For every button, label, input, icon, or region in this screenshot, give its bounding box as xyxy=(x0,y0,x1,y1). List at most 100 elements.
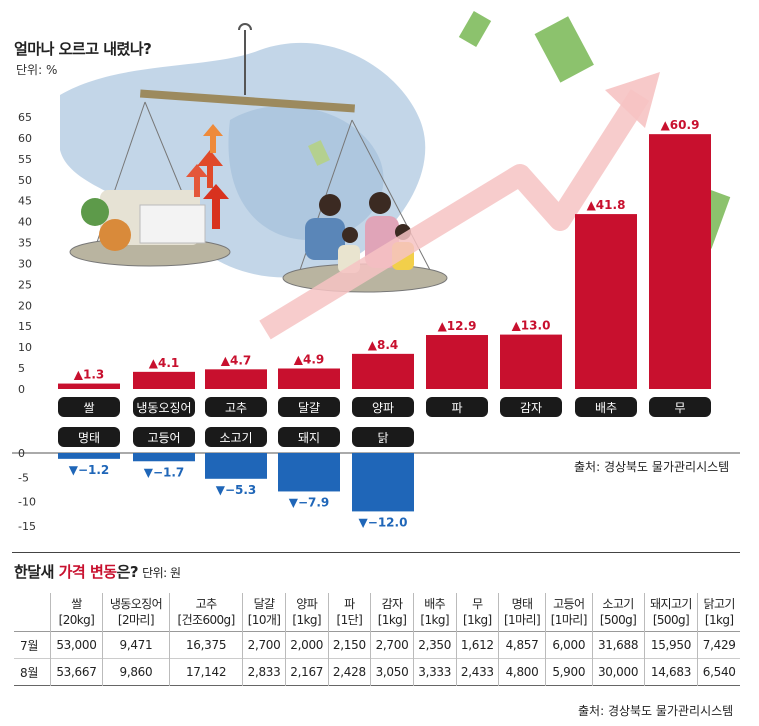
chart-unit: 단위: % xyxy=(16,63,58,77)
rise-data-label: ▲8.4 xyxy=(368,338,399,352)
chart-source: 출처: 경상북도 물가관리시스템 xyxy=(574,460,730,474)
table-cell: 2,833 xyxy=(242,658,286,686)
chart-title: 얼마나 오르고 내렸나? xyxy=(14,40,152,58)
rise-bar xyxy=(500,334,562,389)
table-cell: 9,471 xyxy=(101,631,170,659)
rise-data-label: ▲4.1 xyxy=(149,356,180,370)
table-cell: 1,612 xyxy=(455,631,499,659)
rise-data-label: ▲60.9 xyxy=(661,118,700,132)
table-column-header: 쌀 [20kg] xyxy=(50,593,103,632)
rise-y-tick-label: 30 xyxy=(18,257,32,270)
table-cell: 9,860 xyxy=(101,658,170,686)
table-cell: 31,688 xyxy=(591,631,645,659)
rise-category-label: 고추 xyxy=(225,401,247,415)
table-column-header: 달걀 [10개] xyxy=(242,593,286,632)
rise-y-tick-label: 55 xyxy=(18,153,32,166)
rise-y-tick-label: 65 xyxy=(18,111,32,124)
table-column-header: 명태 [1마리] xyxy=(498,593,546,632)
rise-category-box xyxy=(278,397,340,417)
table-source: 출처: 경상북도 물가관리시스템 xyxy=(578,704,734,718)
rise-y-tick-label: 40 xyxy=(18,216,32,229)
rise-data-label: ▲4.9 xyxy=(294,352,325,366)
column-unit: [2마리] xyxy=(117,613,155,627)
rise-category-box xyxy=(205,397,267,417)
column-unit: [1마리] xyxy=(503,613,541,627)
column-name: 무 xyxy=(472,597,483,611)
fall-y-tick-label: -5 xyxy=(18,471,29,484)
fall-category-label: 소고기 xyxy=(219,431,252,445)
row-label: 8월 xyxy=(20,665,39,680)
rise-bar xyxy=(426,335,488,389)
price-table: 쌀 [20kg] 냉동오징어 [2마리] 고추 [건조600g] 달걀 [10개] 양파 [1kg… xyxy=(14,593,740,686)
price-change-chart: 0 5 10 15 20 25 30 35 40 45 50 55 60 65 ▲1.3 ▲4.1 ▲4.7 ▲… xyxy=(12,11,740,533)
fall-category-label: 고등어 xyxy=(147,431,180,445)
fall-data-label: ▼−5.3 xyxy=(216,483,257,497)
rise-category-label: 파 xyxy=(451,401,462,415)
column-name: 감자 xyxy=(381,597,403,611)
table-title: 한달새 가격 변동은? 단위: 원 xyxy=(14,563,181,581)
rise-y-tick-label: 5 xyxy=(18,362,25,375)
fall-category-label: 돼지 xyxy=(298,431,320,445)
fall-y-tick-label: 0 xyxy=(18,447,25,460)
fall-data-label: ▼−1.2 xyxy=(69,463,110,477)
table-cell: 14,683 xyxy=(643,658,698,686)
rise-bar xyxy=(278,368,340,389)
fall-category-label: 명태 xyxy=(78,431,100,445)
rise-y-tick-label: 15 xyxy=(18,320,32,333)
rise-y-tick-label: 35 xyxy=(18,237,32,250)
rise-category-box xyxy=(352,397,414,417)
column-unit: [500g] xyxy=(599,613,637,627)
rise-y-tick-label: 50 xyxy=(18,174,32,187)
fall-bar xyxy=(278,453,340,492)
fall-category-box xyxy=(58,427,120,447)
table-cell: 53,667 xyxy=(50,658,103,686)
fall-data-label: ▼−7.9 xyxy=(289,495,330,509)
column-unit: [1kg] xyxy=(377,613,407,627)
column-name: 명태 xyxy=(511,597,533,611)
table-cell: 2,428 xyxy=(327,658,371,686)
column-name: 냉동오징어 xyxy=(109,597,163,611)
fall-category-box xyxy=(205,427,267,447)
table-corner xyxy=(14,593,51,632)
table-cell: 17,142 xyxy=(168,658,243,686)
table-cell: 4,857 xyxy=(498,631,546,659)
rise-category-label: 양파 xyxy=(372,401,394,415)
rise-category-box xyxy=(575,397,637,417)
fall-category-box xyxy=(133,427,195,447)
rise-category-label: 달걀 xyxy=(298,401,320,415)
rise-y-tick-label: 10 xyxy=(18,341,32,354)
column-name: 파 xyxy=(344,597,355,611)
column-name: 돼지고기 xyxy=(650,597,692,611)
table-column-header: 돼지고기 [500g] xyxy=(643,593,698,632)
rise-data-label: ▲13.0 xyxy=(512,319,551,333)
rise-y-tick-label: 25 xyxy=(18,278,32,291)
fall-bar xyxy=(133,453,195,462)
table-column-header: 고등어 [1마리] xyxy=(544,593,593,632)
fall-bar xyxy=(58,453,120,459)
table-cell: 2,350 xyxy=(412,631,456,659)
column-unit: [10개] xyxy=(247,613,281,627)
table-cell: 7,429 xyxy=(697,631,740,659)
table-cell: 16,375 xyxy=(168,631,243,659)
fall-data-label: ▼−1.7 xyxy=(144,465,185,479)
rise-y-tick-label: 60 xyxy=(18,132,32,145)
rise-category-box xyxy=(133,397,195,417)
table-cell: 2,700 xyxy=(370,631,414,659)
table-cell: 15,950 xyxy=(643,631,698,659)
fall-y-tick-label: -15 xyxy=(18,520,36,533)
rise-category-box xyxy=(500,397,562,417)
fall-data-label: ▼−12.0 xyxy=(359,515,408,529)
rise-bar xyxy=(58,383,120,389)
rise-category-label: 쌀 xyxy=(83,401,94,415)
rise-bar xyxy=(649,134,711,389)
rise-category-label: 냉동오징어 xyxy=(136,401,191,415)
table-cell: 2,433 xyxy=(455,658,499,686)
table-cell: 3,333 xyxy=(412,658,456,686)
table-column-header: 배추 [1kg] xyxy=(412,593,456,632)
rise-data-label: ▲41.8 xyxy=(587,198,626,212)
column-name: 양파 xyxy=(296,597,318,611)
rise-data-label: ▲1.3 xyxy=(74,368,105,382)
table-column-header: 무 [1kg] xyxy=(455,593,499,632)
table-column-header: 감자 [1kg] xyxy=(370,593,414,632)
row-label: 7월 xyxy=(20,638,39,653)
